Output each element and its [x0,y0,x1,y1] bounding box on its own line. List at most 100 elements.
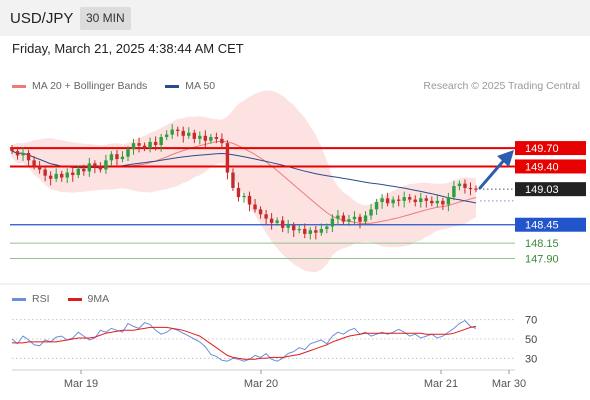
candle [347,214,351,226]
candle-body [452,186,456,198]
candle-body [474,188,478,190]
timeframe-button[interactable]: 30 MIN [80,7,131,30]
candle [242,192,246,203]
candle-body [15,151,20,156]
candle [48,171,53,186]
candle [170,124,174,139]
candle-body [236,187,241,198]
candle-body [408,197,412,200]
candle [286,219,290,234]
candle-body [247,195,252,205]
candle-body [330,218,335,227]
candle-body [71,172,75,176]
candle [430,196,434,207]
candle [314,225,318,240]
candle [220,133,224,149]
candle [225,140,230,180]
candle [446,192,451,212]
candle [385,192,390,207]
candle-body [198,135,202,139]
candle [297,224,301,234]
candle-body [352,216,357,220]
candle-body [43,169,47,176]
candle [120,151,125,163]
level-label: 148.15 [525,238,559,250]
last-price-label: 149.03 [525,184,559,196]
candle-body [48,175,53,179]
candle-body [441,200,445,205]
candle [292,222,296,237]
rsi-level-label: 50 [525,334,537,346]
candle [253,198,257,213]
candle [10,145,14,155]
candle [380,194,384,209]
candle [236,182,241,202]
legend-label-ma50: MA 50 [185,80,216,92]
candle [181,126,185,143]
candle-body [10,148,14,152]
candle [82,164,86,176]
candle [137,137,141,153]
candle [26,149,31,168]
candle-body [164,134,169,138]
x-tick-label: Mar 21 [424,378,458,390]
legend-swatch-rsi [12,297,26,301]
legend-swatch-ma50 [165,84,180,88]
candle-body [26,152,31,161]
candle-body [126,149,130,157]
level-resistance-0: 149.70 [10,141,586,156]
candle-body [269,218,274,223]
candle [391,196,395,208]
candle-body [82,168,86,172]
candle [330,214,335,233]
candle-body [468,187,473,190]
candle [358,213,362,229]
candle [468,182,473,196]
candle-body [181,130,185,136]
candle [159,133,163,152]
main-legend: MA 20 + Bollinger Bands MA 50 [12,80,233,92]
candle [363,211,368,225]
candle [308,227,312,240]
candle-body [435,200,440,204]
candle-body [341,215,346,222]
candle [164,130,169,141]
candle [258,206,263,219]
candle-body [275,220,279,223]
candle-body [419,198,423,203]
candle [452,180,456,201]
candle-body [396,199,401,201]
candle-body [303,229,307,234]
candle [126,146,130,161]
legend-swatch-ma20 [12,84,26,88]
candle-body [402,197,406,201]
level-tag [515,159,586,174]
rsi-level-label: 70 [525,315,537,327]
candle-body [54,173,58,179]
candle [87,157,92,177]
x-tick-label: Mar 20 [244,378,278,390]
candle-body [319,229,324,233]
candle-body [137,143,141,146]
level-tag [515,141,586,156]
candle [142,142,147,152]
candle-body [220,138,224,144]
candle-body [192,132,196,139]
candle [408,194,412,203]
candle [65,168,69,184]
candle-body [286,225,290,228]
candle-body [413,199,417,203]
candle [341,212,346,225]
trend-arrow-head [497,150,514,167]
candle [43,166,47,182]
candle-body [358,216,362,222]
bollinger-band [12,90,476,273]
candle-body [37,166,42,170]
candle-body [297,229,301,231]
candle-body [253,204,257,210]
candle-body [131,143,136,150]
candle-body [203,135,208,141]
candle [280,216,285,233]
candle-body [363,215,368,222]
candle-body [65,172,69,178]
